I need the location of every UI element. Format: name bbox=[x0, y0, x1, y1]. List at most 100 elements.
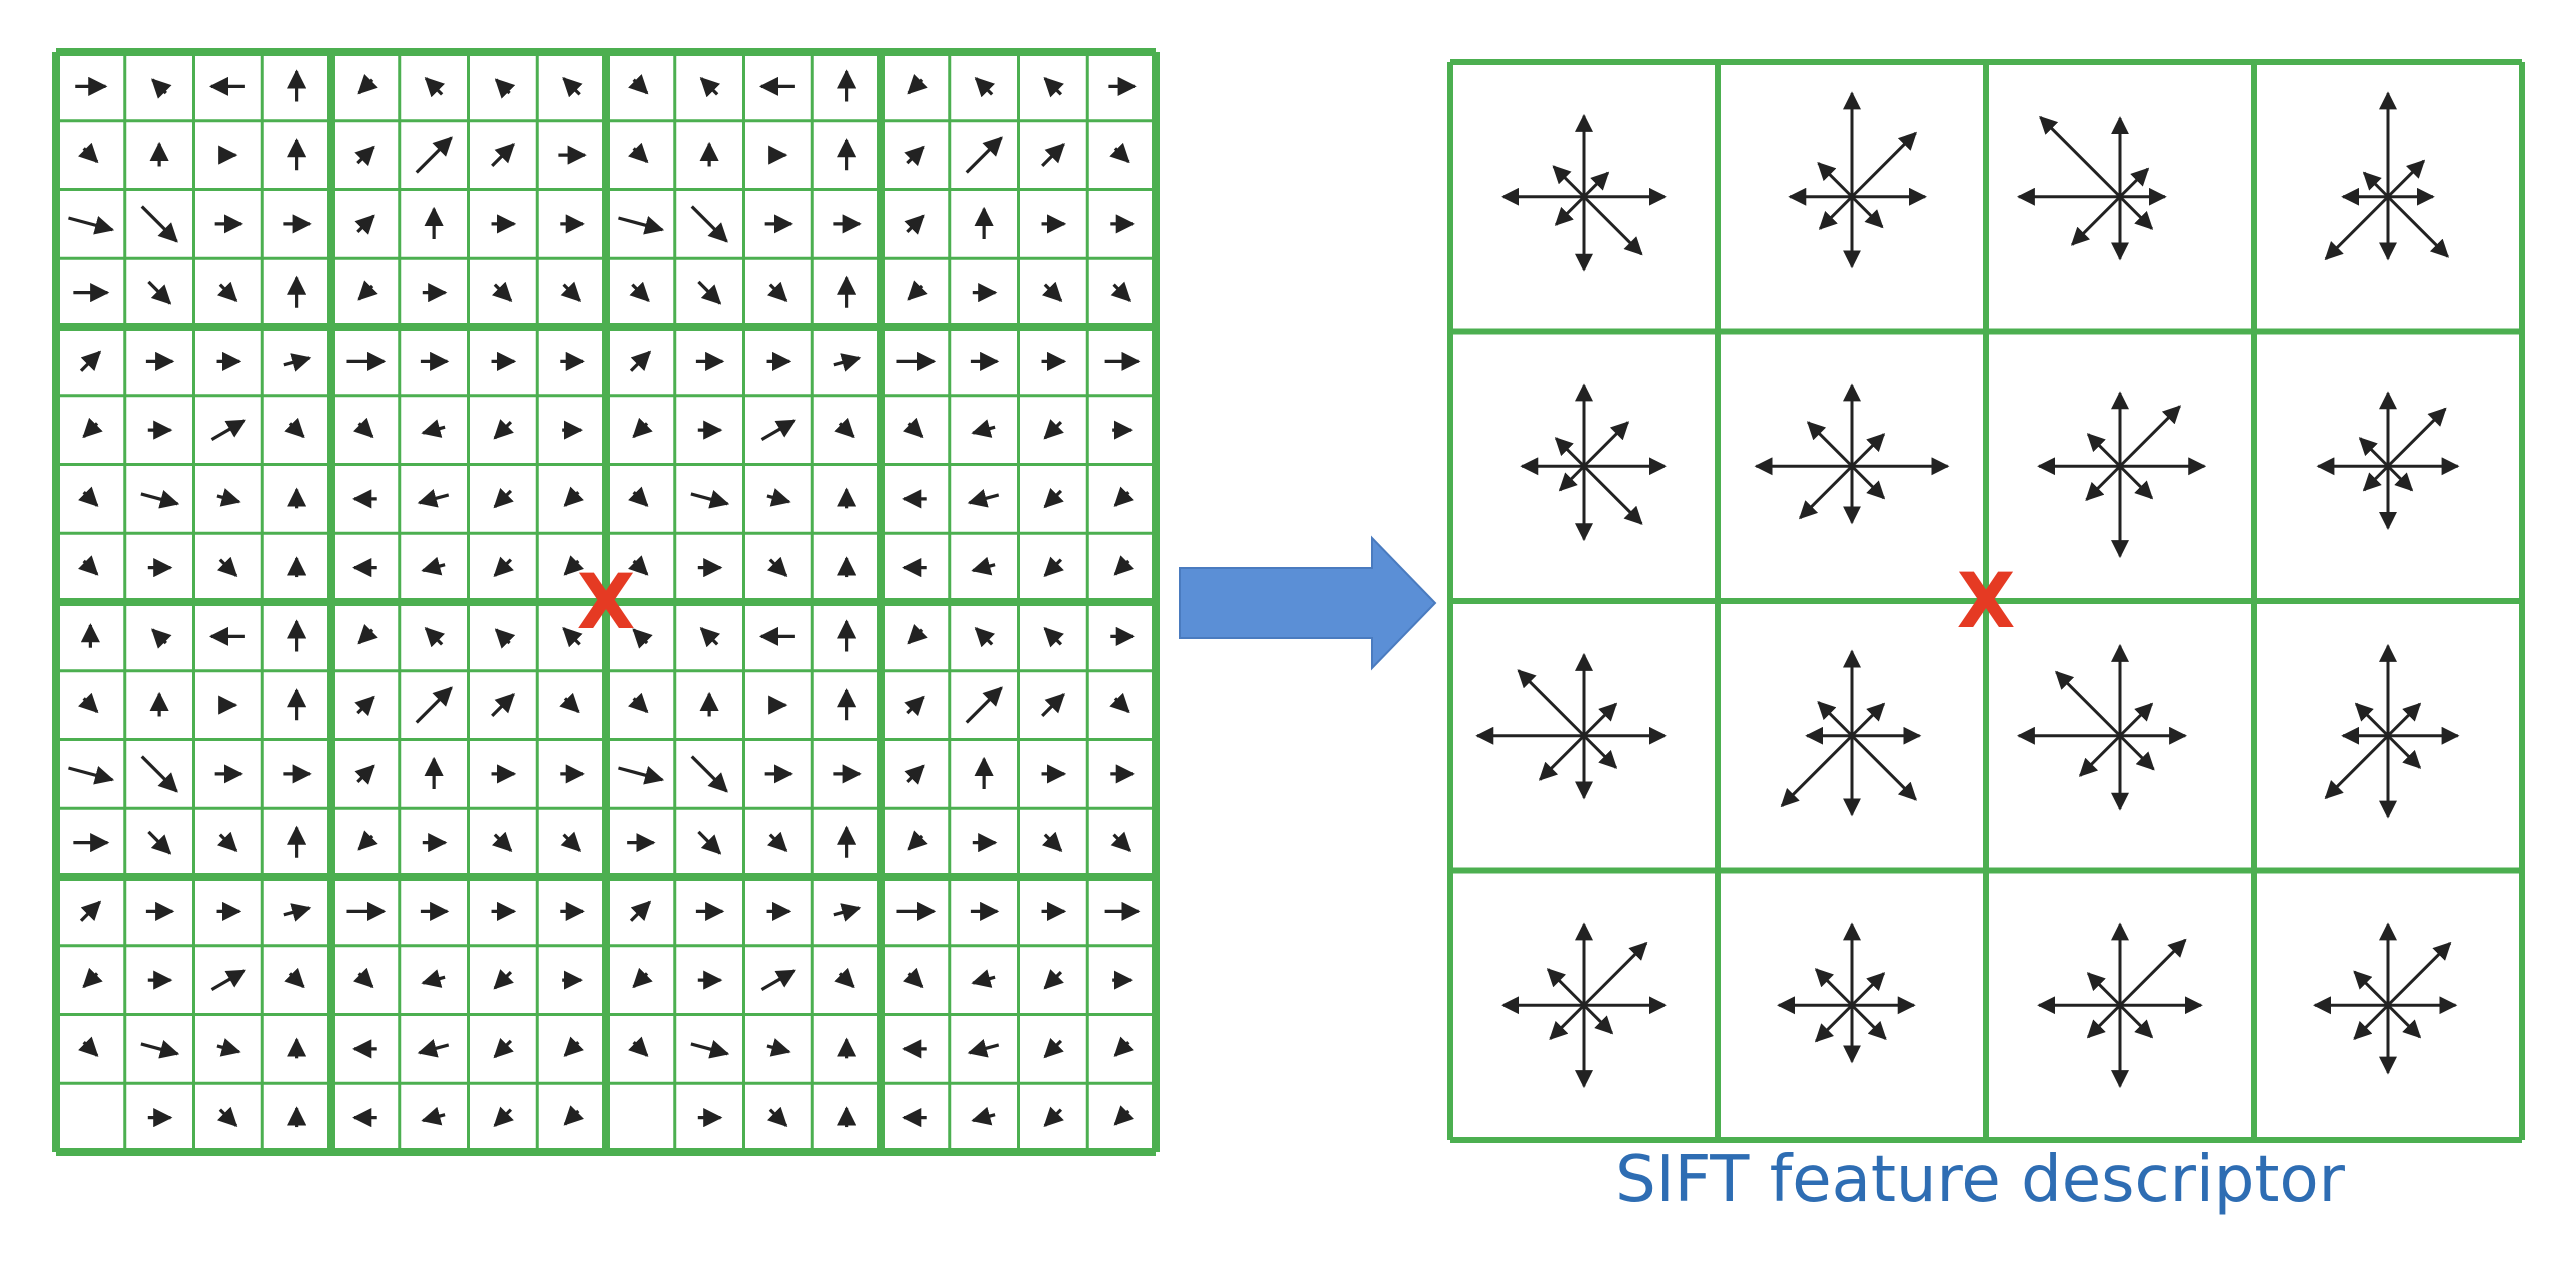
gradient-arrow bbox=[210, 419, 246, 441]
keypoint-marker: X bbox=[577, 557, 636, 646]
orientation-histogram bbox=[2037, 922, 2203, 1089]
gradient-arrow bbox=[1043, 1106, 1064, 1128]
histogram-bin-arrow bbox=[2362, 171, 2390, 198]
gradient-arrow bbox=[1043, 1037, 1064, 1059]
histogram-bin-arrow bbox=[1850, 195, 1884, 229]
histogram-bin-arrow bbox=[1582, 702, 1618, 737]
histogram-bin-arrow bbox=[2324, 195, 2390, 261]
gradient-arrow bbox=[628, 692, 649, 714]
histogram-bin-arrow bbox=[1798, 465, 1854, 520]
gradient-arrow bbox=[1110, 281, 1132, 303]
histogram-bin-arrow bbox=[1814, 968, 1854, 1007]
orientation-histogram bbox=[2316, 391, 2460, 530]
gradient-arrow bbox=[354, 214, 375, 235]
gradient-arrow bbox=[493, 487, 514, 509]
gradient-arrow bbox=[618, 766, 665, 785]
histogram-bin-arrow bbox=[2386, 407, 2447, 468]
orientation-histogram bbox=[1501, 113, 1667, 272]
gradient-arrow bbox=[491, 693, 515, 717]
histogram-bin-arrow bbox=[2070, 195, 2122, 246]
gradient-arrow bbox=[140, 755, 178, 793]
gradient-arrow bbox=[216, 556, 238, 578]
gradient-arrow bbox=[760, 969, 796, 991]
gradient-arrow bbox=[904, 214, 925, 235]
histogram-bin-arrow bbox=[2386, 1004, 2422, 1039]
gradient-arrow bbox=[971, 419, 996, 438]
histogram-bin-arrow bbox=[1517, 669, 1586, 737]
gradient-arrow bbox=[971, 1106, 996, 1126]
gradient-arrow bbox=[147, 280, 172, 305]
gradient-arrow bbox=[628, 1036, 649, 1057]
histogram-bin-arrow bbox=[2118, 465, 2154, 500]
histogram-bin-arrow bbox=[1850, 131, 1917, 198]
histogram-bin-arrow bbox=[2324, 734, 2390, 800]
gradient-arrow bbox=[79, 350, 102, 372]
gradient-arrow bbox=[421, 1106, 446, 1126]
gradient-arrow bbox=[216, 488, 241, 507]
gradient-arrow bbox=[563, 1036, 584, 1057]
gradient-arrow bbox=[421, 419, 446, 438]
gradient-arrow bbox=[78, 1036, 99, 1057]
gradient-arrow bbox=[140, 490, 180, 509]
gradient-arrow bbox=[1043, 556, 1064, 578]
transition-arrow-shape bbox=[1179, 535, 1437, 671]
histogram-bin-arrow bbox=[2386, 159, 2426, 198]
histogram-bin-arrow bbox=[1558, 465, 1586, 492]
histogram-bin-arrow bbox=[1780, 734, 1854, 808]
gradient-arrow bbox=[1041, 143, 1065, 167]
histogram-bin-arrow bbox=[2118, 1004, 2154, 1039]
gradient-arrow bbox=[967, 1039, 1000, 1058]
histogram-bin-arrow bbox=[1850, 702, 1886, 737]
gradient-arrow bbox=[1113, 555, 1134, 576]
gradient-arrow bbox=[766, 281, 788, 303]
histogram-bin-arrow bbox=[1817, 162, 1854, 198]
histogram-bin-arrow bbox=[2386, 702, 2422, 737]
gradient-arrow bbox=[903, 967, 924, 989]
gradient-arrow bbox=[629, 900, 652, 922]
gradient-arrow bbox=[79, 900, 102, 922]
gradient-arrow bbox=[421, 556, 446, 576]
keypoint-marker: X bbox=[1957, 556, 2016, 645]
gradient-arrow bbox=[1041, 831, 1063, 853]
gradient-arrow bbox=[357, 830, 378, 851]
gradient-arrow bbox=[353, 417, 374, 439]
gradient-arrow bbox=[1041, 281, 1063, 303]
histogram-bin-arrow bbox=[1549, 1004, 1586, 1040]
histogram-bin-arrow bbox=[2055, 670, 2122, 737]
histogram-bin-arrow bbox=[1552, 165, 1586, 198]
histogram-bin-arrow bbox=[2118, 195, 2154, 230]
gradient-arrow bbox=[628, 555, 649, 576]
gradient-arrow bbox=[907, 280, 928, 301]
histogram-bin-arrow bbox=[2118, 702, 2154, 737]
histogram-bin-arrow bbox=[1850, 1004, 1887, 1040]
gradient-arrow bbox=[560, 281, 582, 303]
histogram-bin-arrow bbox=[2386, 195, 2449, 258]
descriptor-grid bbox=[1447, 59, 2525, 1143]
gradient-arrow bbox=[965, 136, 1003, 174]
gradient-arrow bbox=[78, 692, 99, 714]
gradient-arrow bbox=[284, 967, 305, 989]
gradient-arrow bbox=[1113, 1036, 1134, 1057]
histogram-bin-arrow bbox=[2358, 437, 2390, 468]
orientation-histogram bbox=[1475, 652, 1667, 800]
gradient-arrow bbox=[760, 419, 796, 441]
histogram-bin-arrow bbox=[2386, 465, 2414, 492]
gradient-arrow bbox=[354, 695, 375, 717]
gradient-arrow bbox=[1113, 1105, 1134, 1126]
gradient-arrow bbox=[1109, 692, 1130, 714]
histogram-bin-arrow bbox=[1582, 195, 1643, 256]
gradient-arrow bbox=[971, 969, 996, 988]
gradient-arrow bbox=[1110, 831, 1132, 853]
gradient-arrow bbox=[1043, 626, 1064, 648]
gradient-arrow bbox=[494, 628, 516, 649]
histogram-bin-arrow bbox=[2362, 465, 2390, 492]
orientation-histogram bbox=[2324, 91, 2449, 261]
gradient-arrow bbox=[216, 831, 238, 853]
histogram-bin-arrow bbox=[1546, 968, 1586, 1007]
histogram-bin-arrow bbox=[2078, 734, 2122, 777]
gradient-arrow bbox=[560, 831, 582, 853]
gradient-arrow bbox=[632, 628, 653, 649]
gradient-arrow bbox=[491, 281, 513, 303]
orientation-histogram bbox=[2324, 643, 2460, 819]
